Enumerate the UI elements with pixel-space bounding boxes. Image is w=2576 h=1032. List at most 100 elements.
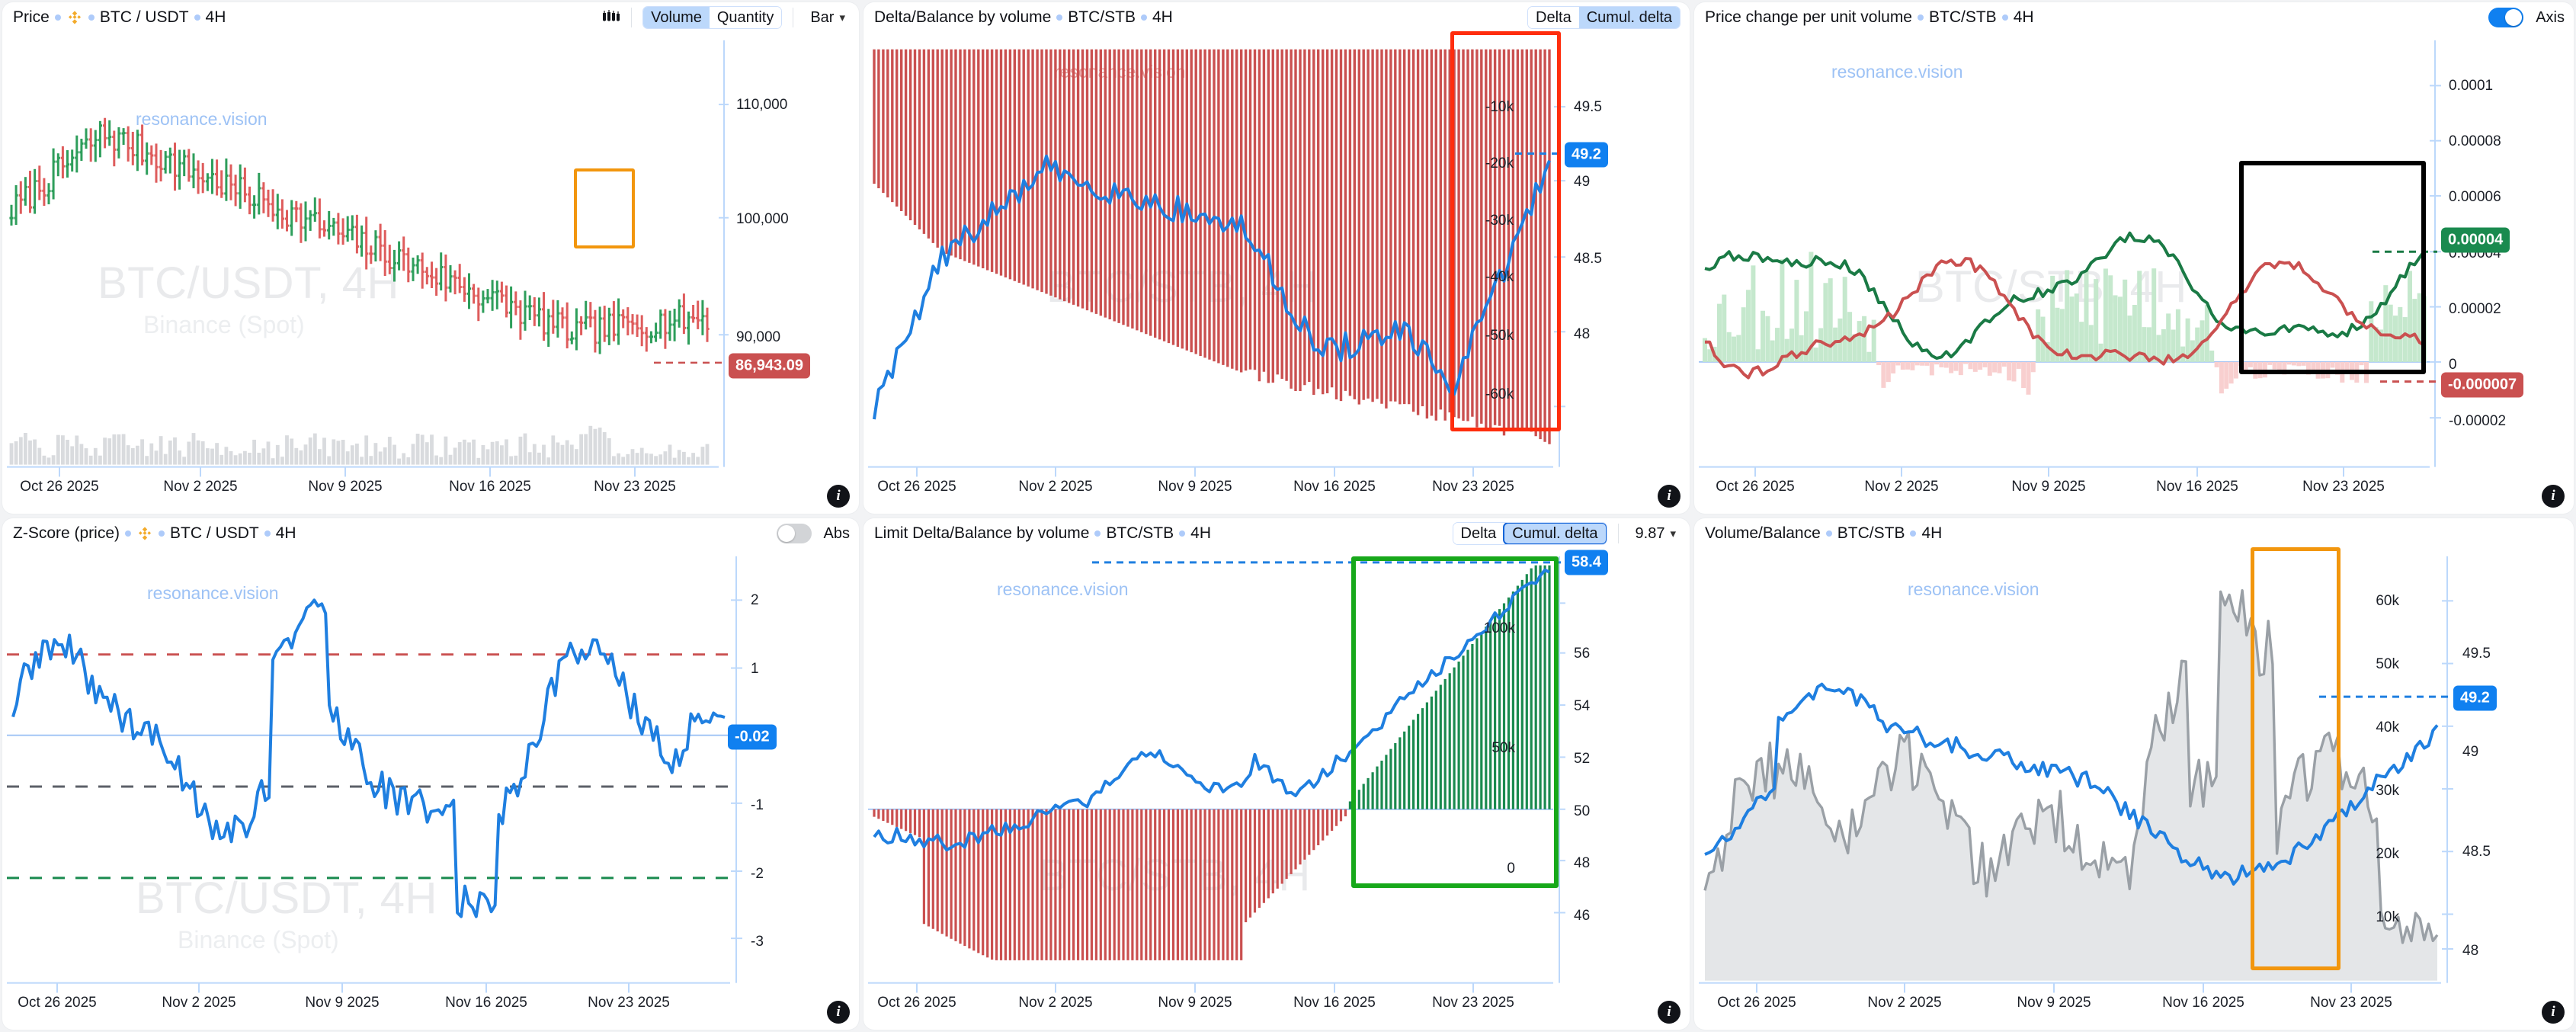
pcv-y-tick: 0.00006 — [2449, 189, 2501, 205]
panel-limit-delta-header: Limit Delta/Balance by volume BTC/STB 4H… — [863, 518, 1690, 549]
chart-type-dropdown-value: Bar — [810, 8, 835, 26]
info-icon[interactable]: i — [2542, 1001, 2565, 1024]
candlestick-icon[interactable] — [602, 9, 620, 27]
axis-toggle-label: Axis — [2536, 8, 2565, 26]
volume-balance-value-badge: 49.2 — [2453, 685, 2497, 711]
x-tick-label: Nov 16 2025 — [449, 479, 531, 495]
abs-toggle[interactable] — [776, 524, 812, 543]
panel-volume-balance-plot[interactable]: BTC/STB, 4H resonance.vision — [1694, 547, 2574, 1030]
separator-dot — [1056, 14, 1063, 21]
info-icon[interactable]: i — [2542, 485, 2565, 508]
zscore-y-tick: -3 — [751, 934, 764, 950]
panel-price-plot[interactable]: BTC/USDT, 4H Binance (Spot) resonance.vi… — [2, 33, 859, 514]
balance-value-badge: 49.2 — [1565, 142, 1608, 168]
x-tick-label: Nov 2 2025 — [162, 995, 236, 1011]
price-y-tick: 110,000 — [736, 97, 788, 113]
panel-zscore-plot[interactable]: BTC/USDT, 4H Binance (Spot) resonance.vi… — [2, 549, 859, 1030]
axis-toggle[interactable] — [2488, 8, 2524, 27]
x-tick-label: Oct 26 2025 — [18, 995, 97, 1011]
segment-option-delta[interactable]: Delta — [1453, 523, 1504, 544]
x-tick-label: Oct 26 2025 — [1716, 479, 1795, 495]
separator-dot — [125, 530, 132, 537]
price-y-tick: 100,000 — [736, 211, 789, 227]
price-y-tick: 90,000 — [736, 329, 781, 345]
separator-dot — [159, 530, 165, 537]
delta-left-tick: -50k — [1485, 328, 1514, 344]
price-volume-quantity-segment[interactable]: Volume Quantity — [642, 6, 783, 29]
delta-mode-segment[interactable]: Delta Cumul. delta — [1527, 6, 1680, 29]
panel-delta-balance-plot[interactable]: BTC/STB, 4H resonance.vision — [863, 31, 1690, 514]
volume-left-tick: 50k — [2376, 656, 2399, 672]
header-divider — [1617, 524, 1619, 543]
x-tick-label: Nov 9 2025 — [2017, 995, 2091, 1011]
panel-zscore-header: Z-Score (price) BTC / USDT — [2, 518, 859, 549]
limit-balance-value-badge: 58.4 — [1565, 550, 1608, 575]
balance-right-tick: 46 — [1574, 908, 1591, 924]
x-tick-label: Nov 16 2025 — [2156, 479, 2238, 495]
zscore-y-tick: 1 — [751, 661, 759, 677]
binance-diamond-icon — [66, 9, 83, 26]
volume-left-tick: 40k — [2376, 720, 2399, 736]
zscore-y-tick: -1 — [751, 797, 764, 813]
balance-right-tick: 52 — [1574, 751, 1591, 767]
panel-timeframe: 4H — [2013, 8, 2034, 26]
segment-option-quantity[interactable]: Quantity — [709, 7, 782, 28]
balance-right-tick: 48 — [1574, 855, 1591, 871]
x-tick-label: Nov 9 2025 — [1158, 995, 1232, 1011]
panel-timeframe: 4H — [1921, 524, 1943, 542]
pcv-y-tick: 0 — [2449, 357, 2457, 373]
panel-symbol: BTC / USDT — [170, 524, 259, 542]
separator-dot — [2001, 14, 2008, 21]
x-tick-label: Nov 2 2025 — [163, 479, 238, 495]
panel-price-header: Price BTC / USDT — [2, 2, 859, 33]
volume-left-tick: 30k — [2376, 783, 2399, 799]
panel-price-change-plot[interactable]: BTC/STB, 4H resonance.vision — [1694, 33, 2574, 514]
info-icon[interactable]: i — [827, 1001, 850, 1024]
separator-dot — [194, 14, 200, 21]
separator-dot — [264, 530, 271, 537]
delta-left-tick: -20k — [1485, 155, 1514, 171]
limit-delta-left-tick: 100k — [1483, 620, 1515, 636]
x-tick-label: Nov 9 2025 — [2011, 479, 2086, 495]
separator-dot — [1918, 14, 1924, 21]
chart-type-dropdown[interactable]: Bar ▾ — [804, 6, 850, 29]
balance-right-tick: 49.5 — [2462, 646, 2491, 662]
pcv-y-tick: -0.00002 — [2449, 413, 2507, 429]
sell-value-badge: -0.000007 — [2441, 372, 2524, 398]
last-price-badge: 86,943.09 — [729, 353, 810, 379]
panel-title-text: Limit Delta/Balance by volume — [874, 524, 1090, 542]
segment-option-cumul-delta[interactable]: Cumul. delta — [1503, 523, 1607, 544]
zscore-value-badge: -0.02 — [728, 724, 777, 750]
panel-limit-delta-plot[interactable]: BTC/STB, 4H resonance.vision — [863, 549, 1690, 1030]
limit-delta-left-tick: 0 — [1507, 861, 1515, 877]
zscore-y-tick: 2 — [751, 592, 759, 608]
separator-dot — [1094, 530, 1101, 537]
segment-option-cumul-delta[interactable]: Cumul. delta — [1578, 7, 1680, 28]
segment-option-delta[interactable]: Delta — [1528, 7, 1579, 28]
x-tick-label: Nov 23 2025 — [2302, 479, 2385, 495]
panel-title-text: Z-Score (price) — [13, 524, 120, 542]
delta-left-tick: -40k — [1485, 269, 1514, 285]
abs-toggle-label: Abs — [823, 524, 850, 542]
info-icon[interactable]: i — [827, 485, 850, 508]
panel-symbol: BTC/STB — [1837, 524, 1905, 542]
x-tick-label: Nov 16 2025 — [2162, 995, 2244, 1011]
limit-threshold-dropdown[interactable]: 9.87 ▾ — [1629, 522, 1680, 545]
segment-option-volume[interactable]: Volume — [643, 7, 710, 28]
separator-dot — [1140, 14, 1147, 21]
panel-timeframe: 4H — [1190, 524, 1212, 542]
delta-balance-chart-svg — [868, 40, 1565, 477]
pcv-y-tick: 0.00008 — [2449, 133, 2501, 149]
separator-dot — [1910, 530, 1917, 537]
toggle-knob — [777, 525, 795, 542]
separator-dot — [88, 14, 95, 21]
separator-dot — [1825, 530, 1832, 537]
zscore-chart-svg — [7, 556, 742, 993]
info-icon[interactable]: i — [1658, 1001, 1680, 1024]
delta-left-tick: -60k — [1485, 386, 1514, 402]
info-icon[interactable]: i — [1658, 485, 1680, 508]
limit-delta-mode-segment[interactable]: Delta Cumul. delta — [1452, 522, 1607, 545]
binance-diamond-icon — [136, 525, 153, 542]
panel-timeframe: 4H — [275, 524, 296, 542]
pcv-y-tick: 0.00002 — [2449, 301, 2501, 317]
